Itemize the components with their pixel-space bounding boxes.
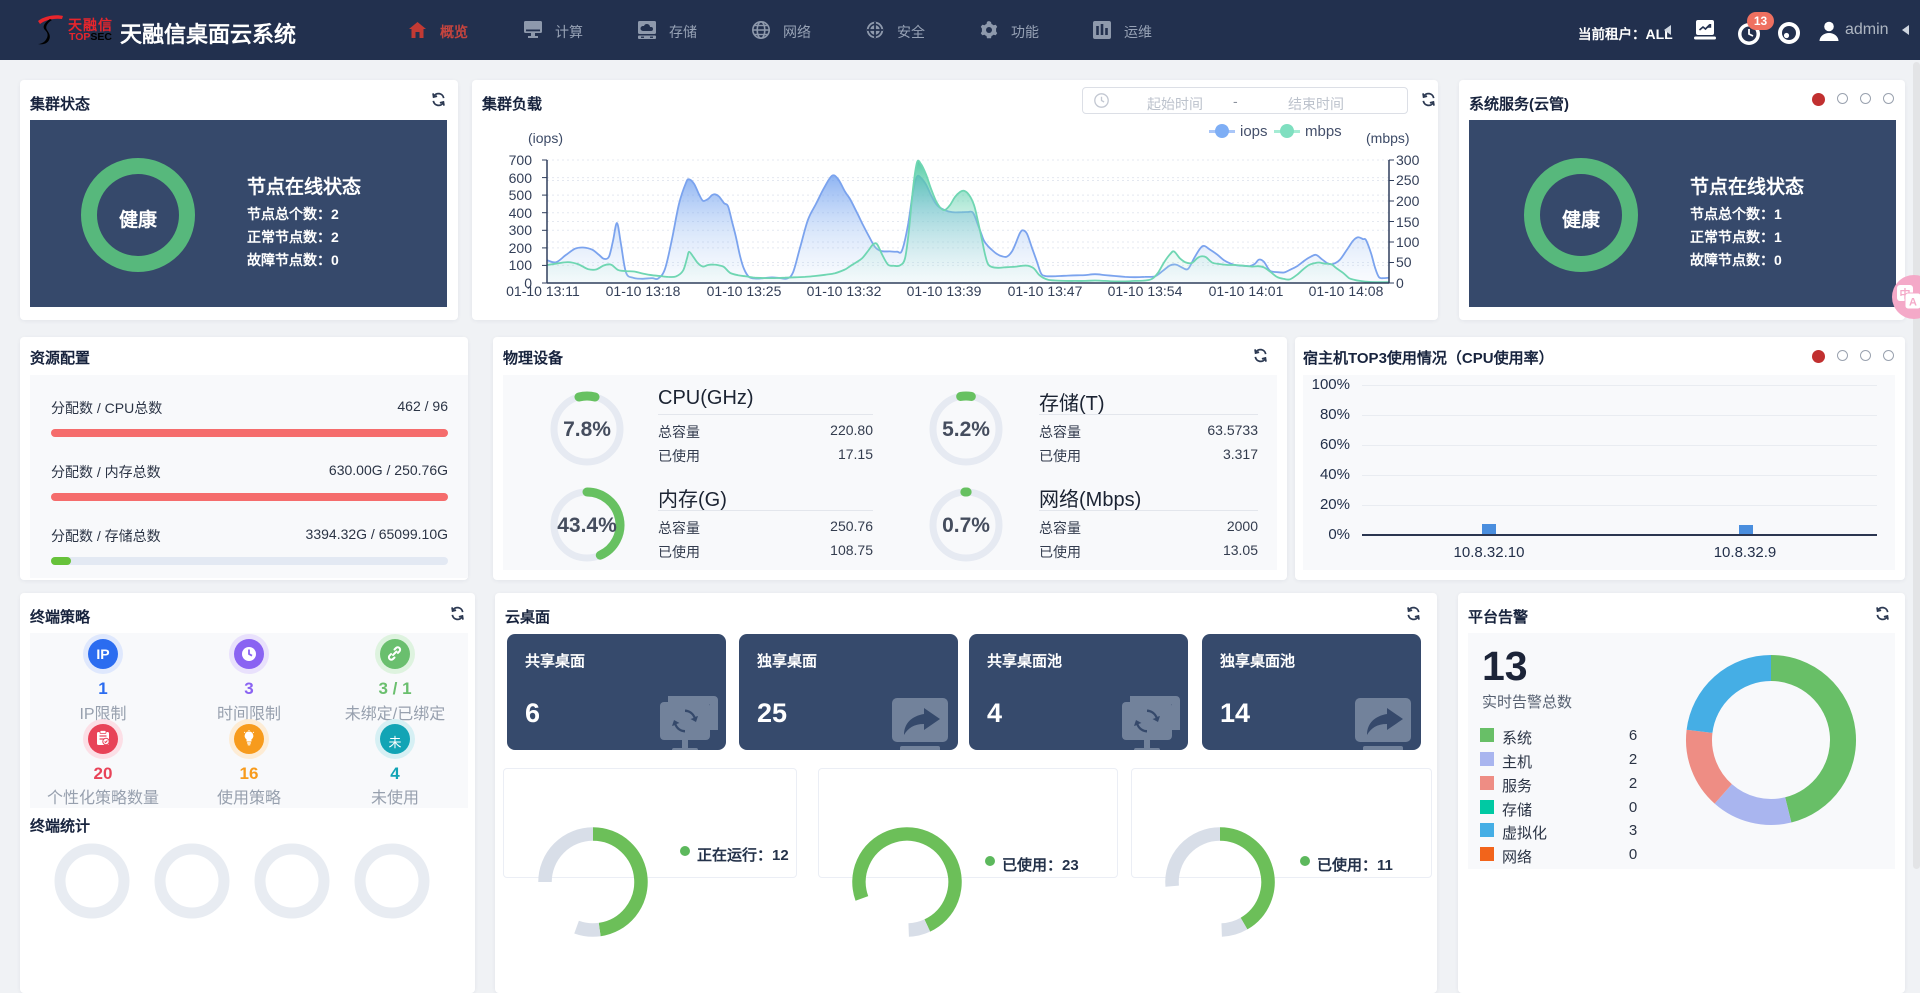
svg-text:中: 中 <box>1900 287 1911 301</box>
svg-text:A: A <box>1909 297 1917 309</box>
